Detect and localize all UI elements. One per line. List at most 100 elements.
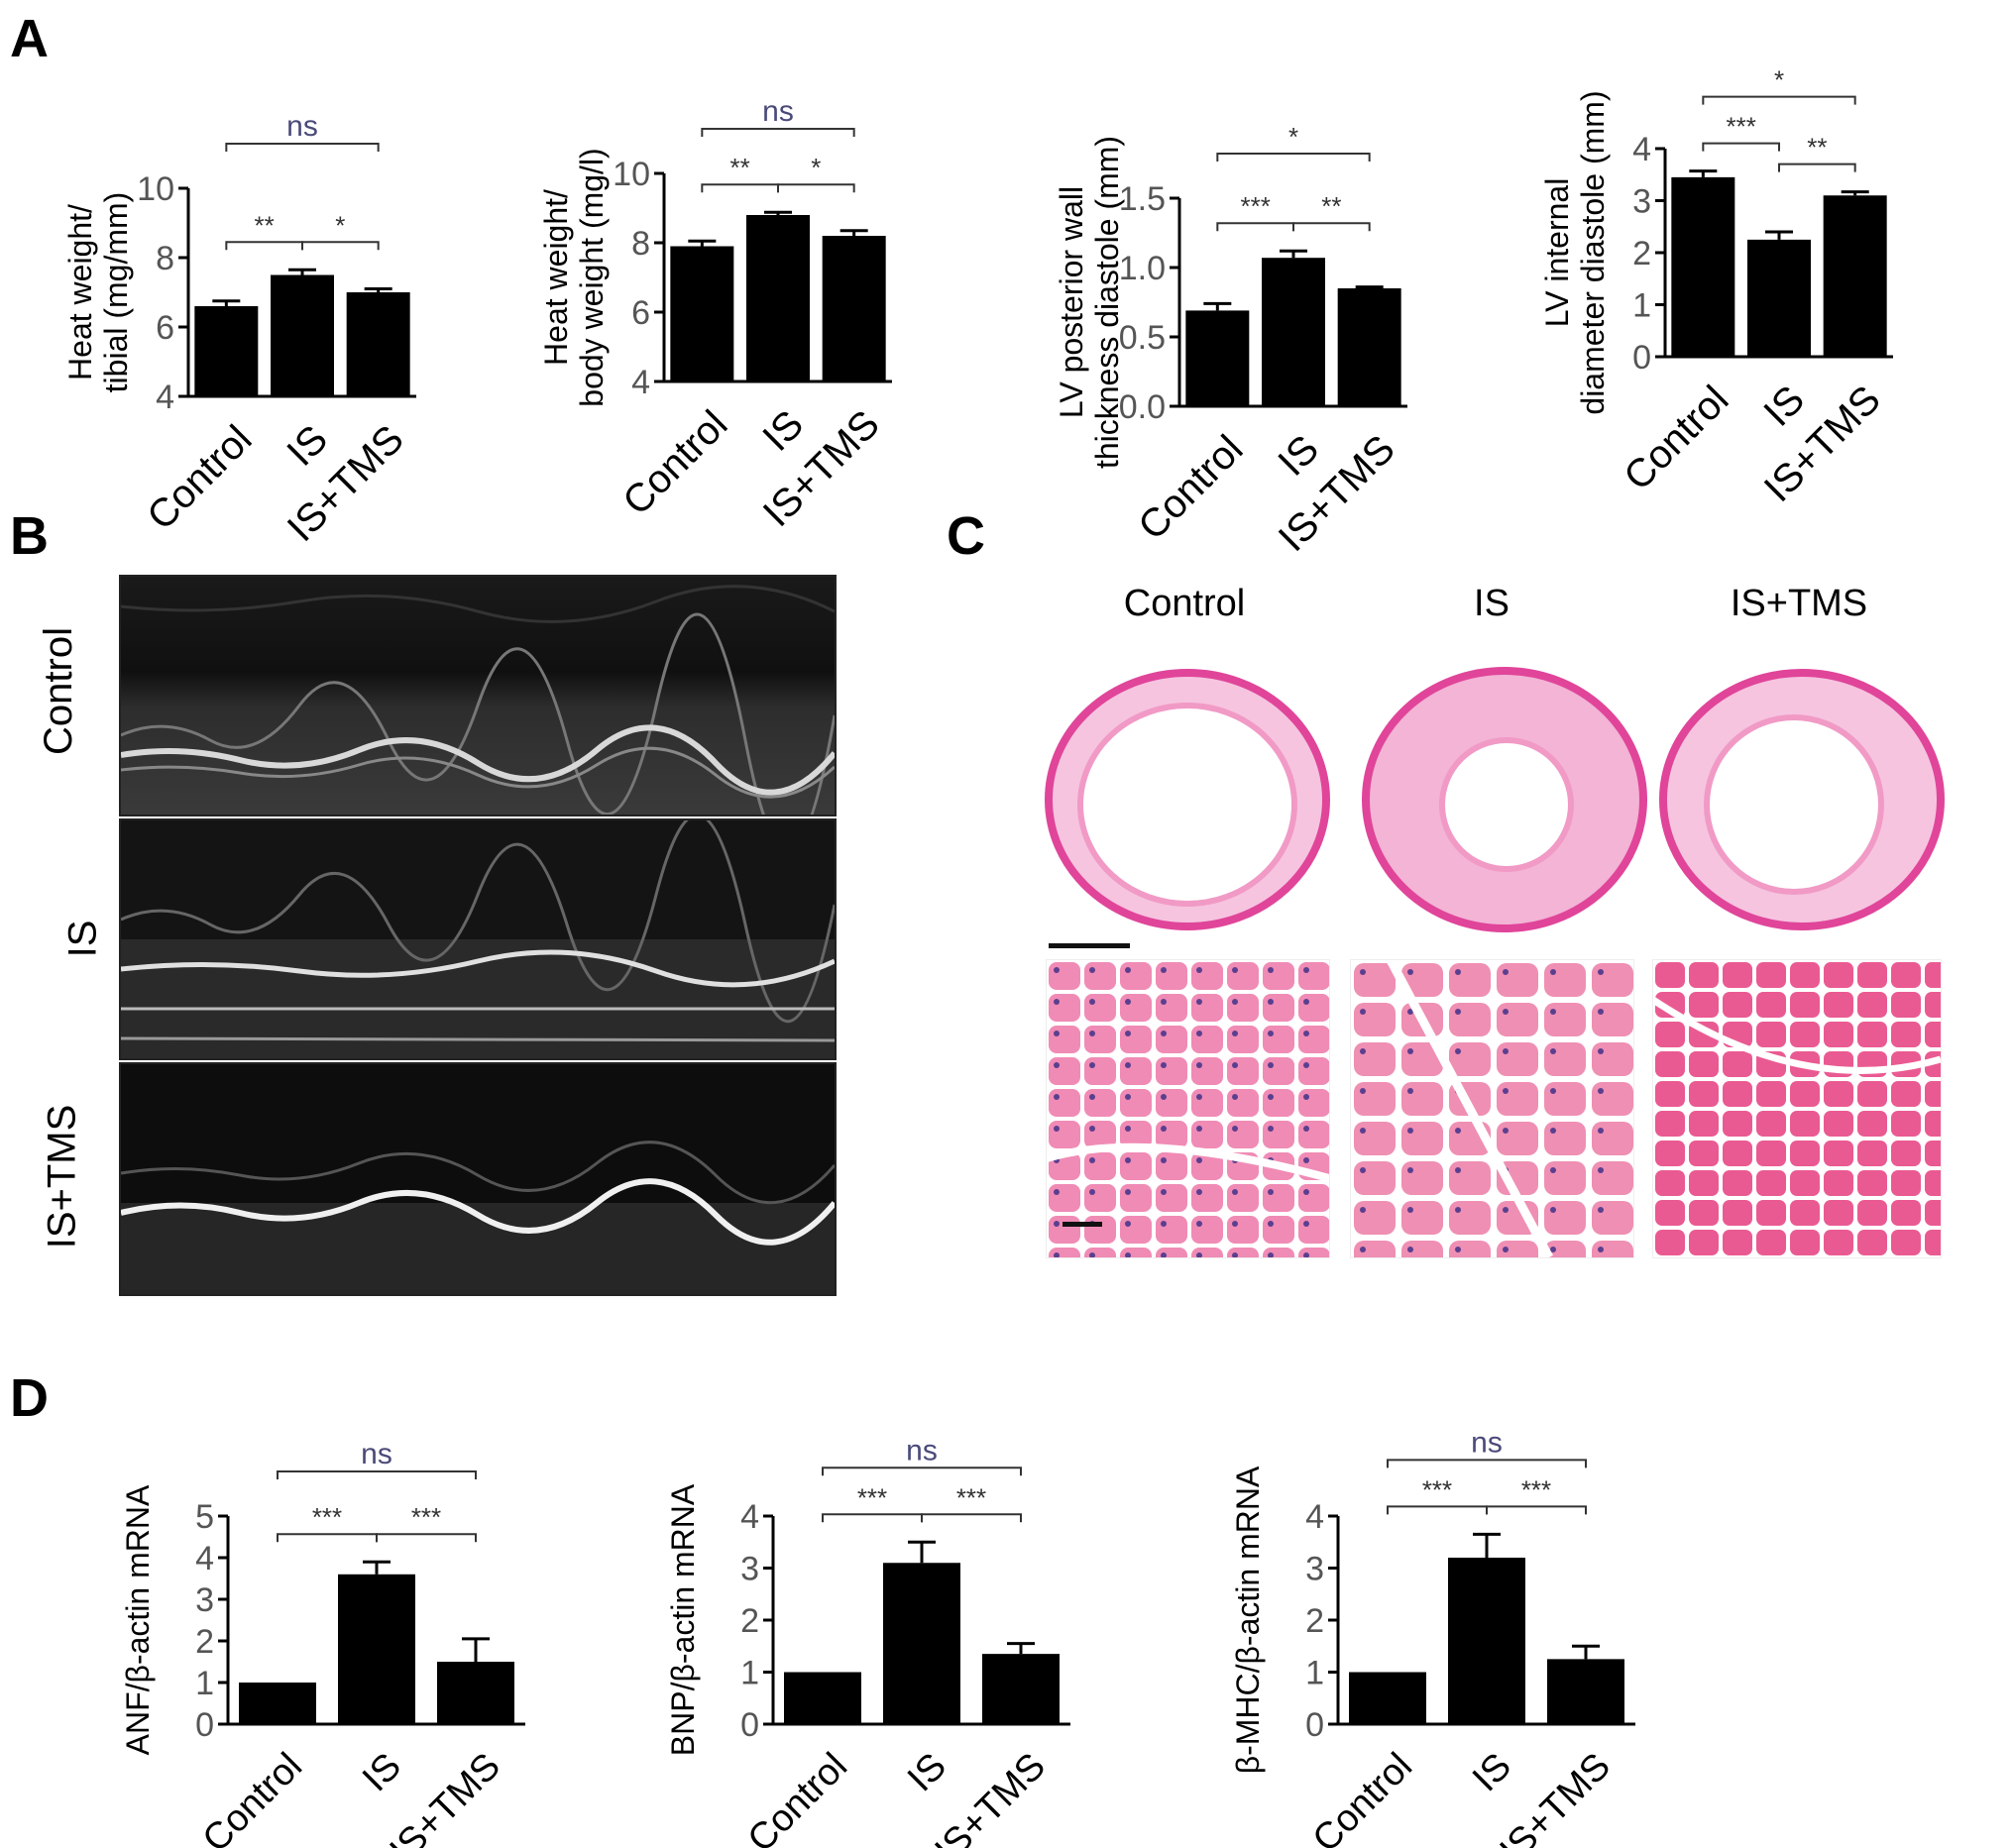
y-tick-label: 4	[1632, 131, 1651, 168]
significance-bracket	[277, 1533, 378, 1543]
echo-image-is	[119, 814, 837, 1060]
y-axis-label: β-MHC/β-actin mRNA	[1230, 1466, 1266, 1774]
y-tick-label: 3	[1632, 183, 1651, 221]
significance-bracket	[301, 241, 380, 251]
significance-bracket	[376, 1533, 477, 1543]
y-axis-label: Heat weight/	[538, 189, 574, 366]
significance-bracket	[701, 183, 779, 193]
significance-label: ***	[312, 1502, 342, 1532]
bar	[437, 1662, 514, 1724]
y-tick-label: 10	[613, 156, 650, 193]
significance-bracket	[701, 128, 855, 137]
significance-label: ***	[956, 1482, 986, 1512]
bar	[1337, 288, 1401, 406]
tissue-section-is	[1350, 959, 1634, 1258]
bar	[1671, 176, 1735, 357]
significance-bracket	[1702, 95, 1856, 105]
histology-header-is: IS	[1474, 583, 1510, 624]
y-tick-label: 0	[195, 1706, 214, 1744]
bar	[982, 1654, 1060, 1724]
y-tick-label: 1	[195, 1665, 214, 1702]
significance-label: *	[1288, 122, 1298, 152]
bar	[1823, 195, 1887, 357]
bar	[746, 215, 810, 381]
y-tick-label: 4	[740, 1498, 759, 1536]
significance-bracket	[1778, 163, 1856, 172]
y-tick-label: 10	[137, 170, 174, 208]
category-label: IS+TMS	[1493, 1745, 1620, 1848]
bar	[670, 246, 734, 381]
y-axis-label: diameter diastole (mm)	[1575, 90, 1611, 414]
y-tick-label: 0.0	[1119, 388, 1166, 426]
bar	[1547, 1659, 1624, 1724]
category-label: Control	[1130, 427, 1251, 548]
significance-label: ns	[1471, 1426, 1503, 1459]
category-label: IS	[355, 1745, 409, 1799]
echo-label-control: Control	[36, 627, 80, 755]
y-tick-label: 2	[1305, 1602, 1324, 1640]
bar	[271, 274, 334, 396]
y-axis-label: LV posterior wall	[1054, 186, 1089, 418]
y-tick-label: 1	[1305, 1655, 1324, 1692]
significance-label: ns	[906, 1434, 938, 1467]
significance-label: ***	[1240, 191, 1270, 221]
y-tick-label: 4	[1305, 1498, 1324, 1536]
chart-heart-weight-body-weight: 4 6 8 10 Heat weight/body weight (mg/l) Contr…	[515, 45, 971, 535]
significance-label: **	[1321, 191, 1341, 221]
bar	[338, 1574, 415, 1724]
y-tick-label: 0.5	[1119, 319, 1166, 357]
bar	[822, 236, 886, 381]
significance-bracket	[1486, 1505, 1587, 1515]
category-label: Control	[139, 417, 260, 538]
chart-heart-weight-tibial: 4 6 8 10 Heat weight/tibial (mg/mm) Control IS…	[40, 59, 476, 550]
echo-trace-is	[120, 814, 837, 1058]
scale-bar-tissue	[1062, 1222, 1102, 1227]
significance-bracket	[1387, 1505, 1488, 1515]
significance-label: *	[335, 210, 345, 240]
significance-label: *	[1774, 65, 1784, 95]
y-tick-label: 1.0	[1119, 250, 1166, 287]
significance-bracket	[822, 1467, 1022, 1476]
significance-bracket	[822, 1513, 923, 1523]
heart-section-is-tms	[1659, 669, 1945, 930]
tissue-section-is-tms	[1652, 959, 1942, 1258]
echo-trace-control	[120, 577, 838, 852]
significance-label: ***	[1521, 1474, 1551, 1504]
panel-label-c: C	[947, 506, 985, 566]
bar	[239, 1683, 316, 1724]
significance-bracket	[777, 183, 855, 193]
echo-label-is-tms: IS+TMS	[40, 1104, 84, 1250]
bar-chart-svg: 4 6 8 10 Heat weight/body weight (mg/l)Contr…	[538, 95, 892, 535]
panel-label-a: A	[10, 9, 49, 68]
y-tick-label: 0	[1305, 1706, 1324, 1744]
category-label: IS+TMS	[383, 1745, 509, 1848]
category-label: IS	[900, 1745, 954, 1799]
y-tick-label: 2	[740, 1602, 759, 1640]
bar-chart-svg: 0.0 0.5 1.0 1.5 LV posterior wall thickness d…	[1054, 122, 1407, 560]
significance-label: ns	[286, 110, 318, 143]
echo-image-control	[119, 575, 838, 852]
chart-anf-mrna: 0 1 2 3 4 5 ANF/β-actin mRNA Control IS IS+TMS ns *…	[119, 1392, 575, 1848]
tissue-section-control	[1046, 959, 1330, 1258]
category-label: IS	[1755, 378, 1813, 435]
significance-bracket	[1702, 142, 1780, 152]
bar	[346, 292, 410, 396]
echo-trace-is-tms	[120, 1064, 838, 1294]
y-axis-label: BNP/β-actin mRNA	[665, 1483, 701, 1756]
y-tick-label: 8	[156, 240, 174, 277]
bar	[883, 1563, 960, 1724]
y-tick-label: 2	[1632, 235, 1651, 272]
y-axis-label: ANF/β-actin mRNA	[120, 1484, 156, 1755]
significance-bracket	[225, 241, 303, 251]
chart-lv-internal-diameter: 0 1 2 3 4 LV internal diameter diastole (mm) Co…	[1516, 20, 1982, 510]
category-label: Control	[615, 402, 735, 523]
bar-chart-svg: 0 1 2 3 4 LV internal diameter diastole (mm)Co…	[1539, 65, 1893, 510]
y-tick-label: 1	[740, 1655, 759, 1692]
category-label: Control	[195, 1745, 310, 1848]
y-tick-label: 6	[156, 309, 174, 347]
significance-bracket	[1216, 153, 1371, 162]
heart-section-control	[1045, 669, 1330, 930]
panel-label-d: D	[10, 1368, 49, 1428]
